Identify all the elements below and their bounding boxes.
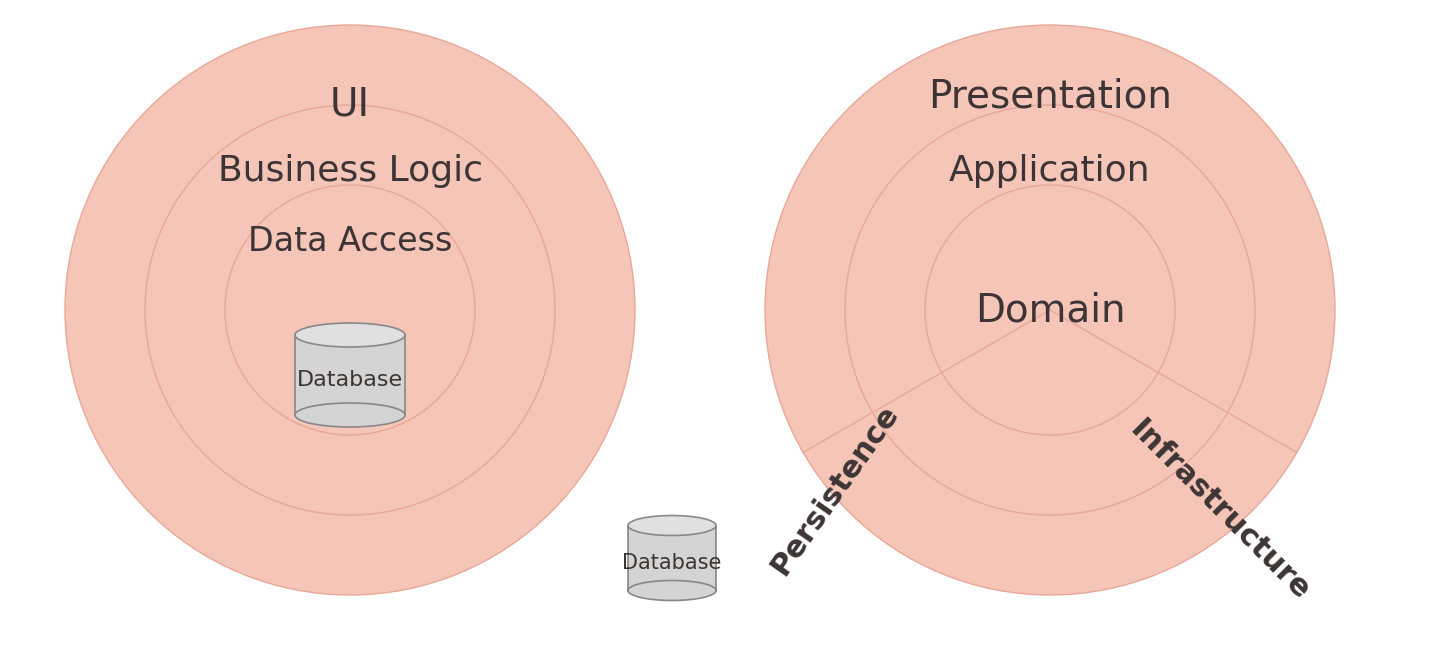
Circle shape bbox=[766, 25, 1335, 595]
Text: Database: Database bbox=[297, 370, 404, 390]
Circle shape bbox=[65, 25, 634, 595]
Text: Presentation: Presentation bbox=[929, 77, 1172, 115]
FancyBboxPatch shape bbox=[296, 335, 405, 415]
Text: Infrastructure: Infrastructure bbox=[1125, 415, 1315, 605]
Ellipse shape bbox=[629, 515, 717, 536]
Circle shape bbox=[845, 105, 1255, 515]
Text: UI: UI bbox=[330, 86, 371, 124]
Text: Application: Application bbox=[949, 154, 1151, 187]
Text: Domain: Domain bbox=[975, 291, 1125, 329]
Ellipse shape bbox=[629, 580, 717, 601]
Text: Persistence: Persistence bbox=[766, 400, 904, 580]
Text: Database: Database bbox=[623, 553, 721, 573]
Ellipse shape bbox=[296, 403, 405, 427]
Circle shape bbox=[146, 105, 555, 515]
Circle shape bbox=[225, 185, 474, 435]
FancyBboxPatch shape bbox=[629, 525, 717, 591]
Text: Data Access: Data Access bbox=[248, 225, 453, 258]
Text: Business Logic: Business Logic bbox=[218, 154, 483, 187]
Ellipse shape bbox=[296, 323, 405, 347]
Circle shape bbox=[924, 185, 1175, 435]
